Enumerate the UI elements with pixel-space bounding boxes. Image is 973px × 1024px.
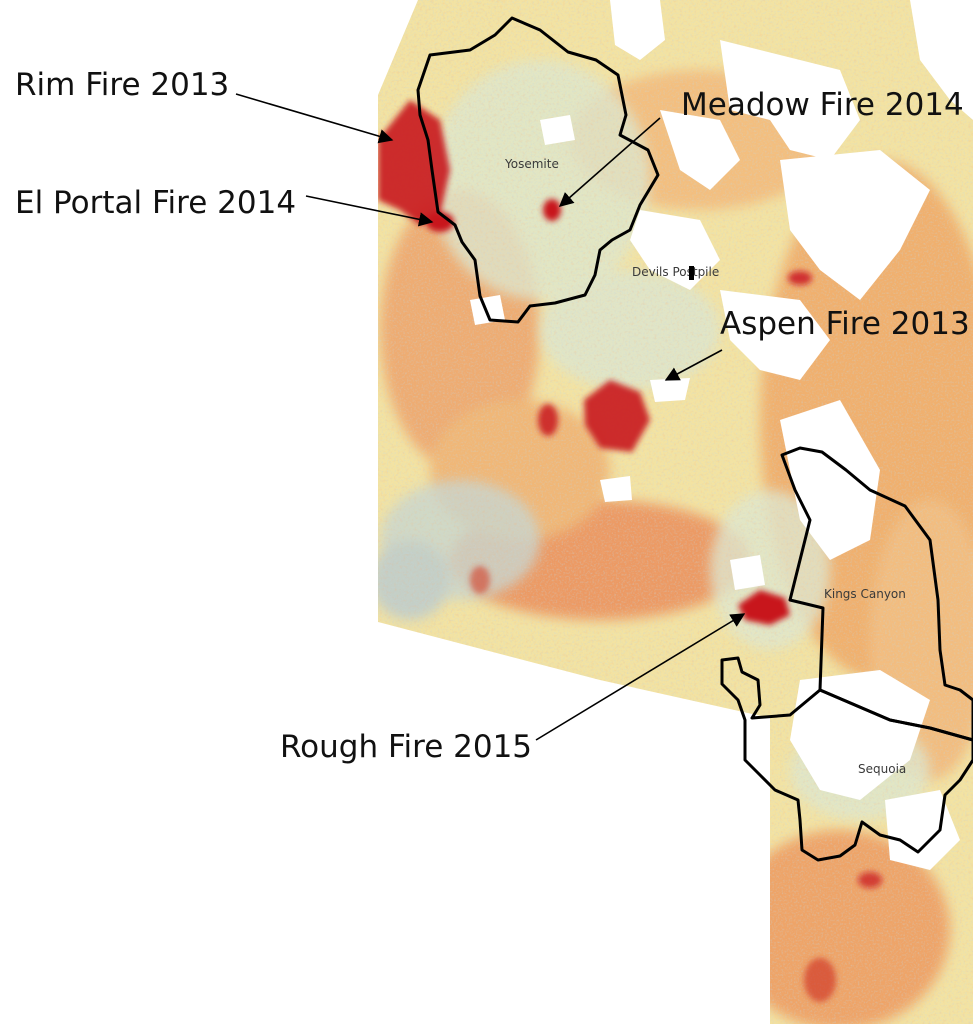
rough-fire-label: Rough Fire 2015 — [280, 729, 532, 765]
rough-fire-scar — [738, 590, 790, 625]
park-boundaries — [416, 16, 973, 862]
kings-canyon-label: Kings Canyon — [824, 587, 906, 601]
devils-postpile-label: Devils Postpile — [632, 265, 719, 279]
rough-fire-arrow — [535, 613, 746, 741]
kings-canyon-boundary — [780, 446, 973, 742]
aspen-fire-label: Aspen Fire 2013 — [720, 306, 970, 342]
rim-fire-label: Rim Fire 2013 — [15, 67, 229, 103]
sequoia-label: Sequoia — [858, 762, 906, 776]
fire-labels: Rim Fire 2013 Meadow Fire 2014 El Portal… — [15, 67, 970, 765]
el-portal-fire-arrow — [305, 195, 434, 227]
yosemite-boundary — [416, 16, 660, 324]
meadow-fire-arrow — [558, 117, 661, 207]
meadow-fire-scar — [543, 199, 561, 221]
rim-fire-arrow — [235, 93, 394, 144]
yosemite-label: Yosemite — [504, 157, 559, 171]
fire-scars — [378, 100, 882, 1002]
rim-fire-scar — [378, 100, 450, 225]
park-labels: Yosemite Devils Postpile Kings Canyon Se… — [504, 157, 906, 776]
meadow-fire-label: Meadow Fire 2014 — [681, 87, 964, 123]
sequoia-boundary — [720, 656, 973, 862]
aspen-fire-arrow — [664, 349, 723, 381]
callout-arrows — [235, 93, 746, 741]
aspen-fire-scar — [584, 380, 650, 452]
devils-postpile-marker — [689, 266, 694, 280]
el-portal-fire-label: El Portal Fire 2014 — [15, 185, 296, 221]
